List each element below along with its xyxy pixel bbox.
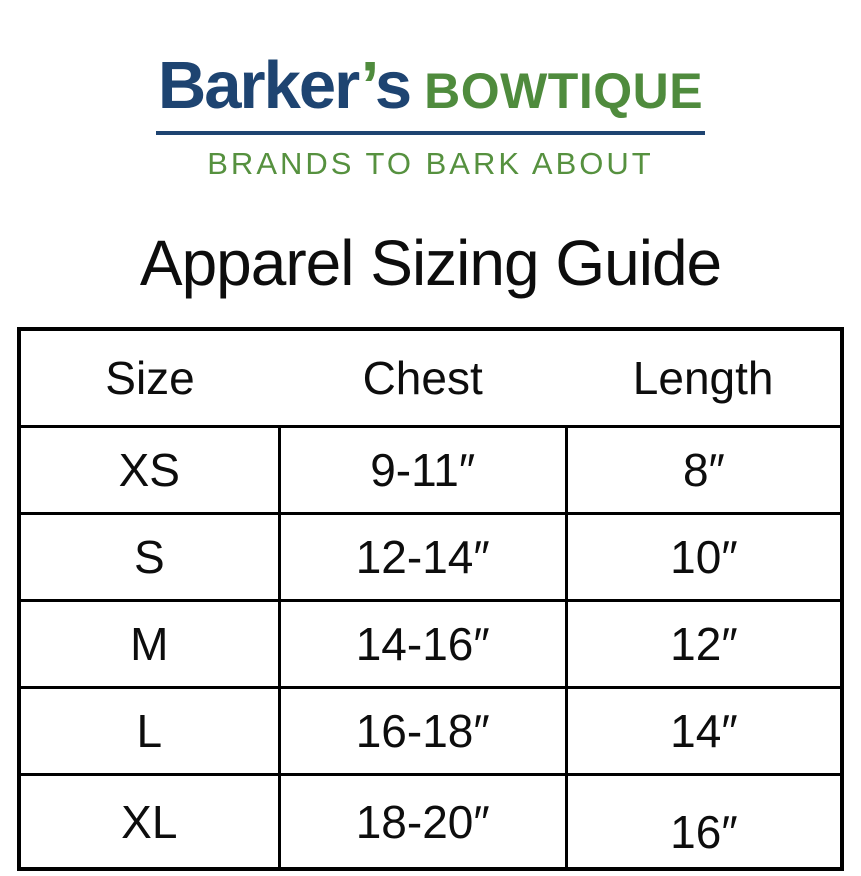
length-cell: 14″ (564, 686, 844, 777)
header-length: Length (566, 329, 842, 429)
chest-cell: 16-18″ (277, 686, 568, 777)
table-row: L 16-18″ 14″ (17, 686, 844, 777)
size-table: Size Chest Length XS 9-11″ 8″ S 12-14″ 10″ M 14… (17, 327, 844, 872)
brand-apostrophe: ’ (360, 48, 377, 123)
length-cell: 10″ (564, 512, 844, 603)
table-row: M 14-16″ 12″ (17, 599, 844, 690)
table-row: S 12-14″ 10″ (17, 512, 844, 603)
chest-cell: 18-20″ (277, 773, 568, 871)
size-cell: S (17, 512, 281, 603)
brand-tagline: BRANDS TO BARK ABOUT (207, 146, 654, 181)
brand-name-suffix: s (374, 48, 412, 123)
brand-wordmark: Barker’s BOWTIQUE (155, 52, 706, 135)
length-cell: 12″ (564, 599, 844, 690)
size-table-header: Size Chest Length (19, 329, 842, 429)
brand-name-primary: Barker (157, 48, 363, 123)
header-size: Size (19, 329, 280, 429)
length-cell: 8″ (564, 425, 844, 516)
size-table-body: XS 9-11″ 8″ S 12-14″ 10″ M 14-16″ 12″ L 16-18″ 14″ X… (17, 425, 844, 871)
size-cell: XS (17, 425, 281, 516)
size-cell: L (17, 686, 281, 777)
chest-cell: 12-14″ (277, 512, 568, 603)
size-cell: M (17, 599, 281, 690)
brand-logo: Barker’s BOWTIQUE BRANDS TO BARK ABOUT (155, 52, 706, 182)
length-cell: 16″ (564, 773, 844, 871)
table-row: XL 18-20″ 16″ (17, 773, 844, 871)
header-chest: Chest (279, 329, 567, 429)
brand-name-secondary: BOWTIQUE (424, 63, 704, 119)
header-row: Size Chest Length (19, 329, 842, 429)
chest-cell: 9-11″ (277, 425, 568, 516)
size-cell: XL (17, 773, 281, 871)
table-row: XS 9-11″ 8″ (17, 425, 844, 516)
chest-cell: 14-16″ (277, 599, 568, 690)
page-title: Apparel Sizing Guide (139, 227, 722, 299)
